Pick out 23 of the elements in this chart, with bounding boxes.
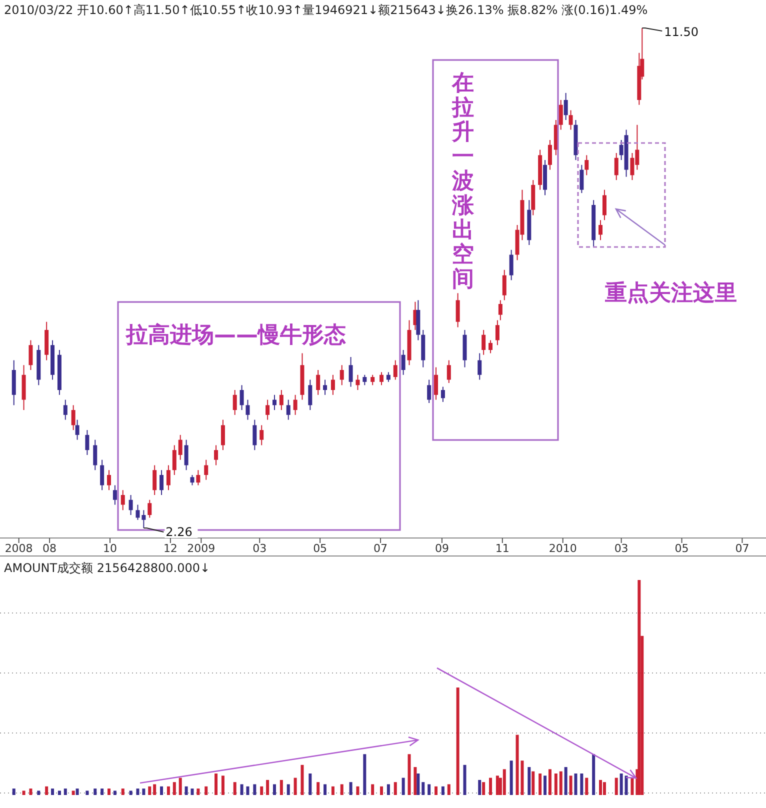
- annotation: 11.50: [664, 25, 698, 39]
- annotation: 2.26: [143, 525, 198, 539]
- x-tick-label: 05: [313, 542, 328, 555]
- x-tick-label: 09: [434, 542, 449, 555]
- chart-title: AMOUNT成交额 2156428800.000↓: [4, 561, 210, 575]
- annotation: 拉高进场——慢牛形态: [125, 322, 346, 348]
- text: 在拉升一波涨出空间: [452, 71, 474, 292]
- x-tick-label: 10: [102, 542, 117, 555]
- annotation: 重点关注这里: [604, 280, 737, 306]
- x-tick-label: 03: [252, 542, 267, 555]
- chart-title: 2010/03/22 开10.60↑高11.50↑低10.55↑收10.93↑量1946921↓额215643↓换26.13% 振8.82% 涨(0.16)1.49%: [4, 3, 648, 17]
- x-tick-label: 07: [735, 542, 750, 555]
- x-tick-label: 2009: [187, 542, 216, 555]
- x-tick-label: 2010: [548, 542, 577, 555]
- x-tick-label: 07: [374, 542, 388, 555]
- x-tick-label: 11: [495, 542, 510, 555]
- x-tick-label: 2008: [4, 542, 33, 555]
- annotation: 2.26: [166, 525, 192, 539]
- annotation: 11.50: [642, 25, 704, 39]
- x-tick-label: 12: [163, 542, 178, 555]
- x-tick-label: 08: [42, 542, 57, 555]
- x-tick-label: 05: [674, 542, 689, 555]
- x-tick-label: 03: [614, 542, 628, 555]
